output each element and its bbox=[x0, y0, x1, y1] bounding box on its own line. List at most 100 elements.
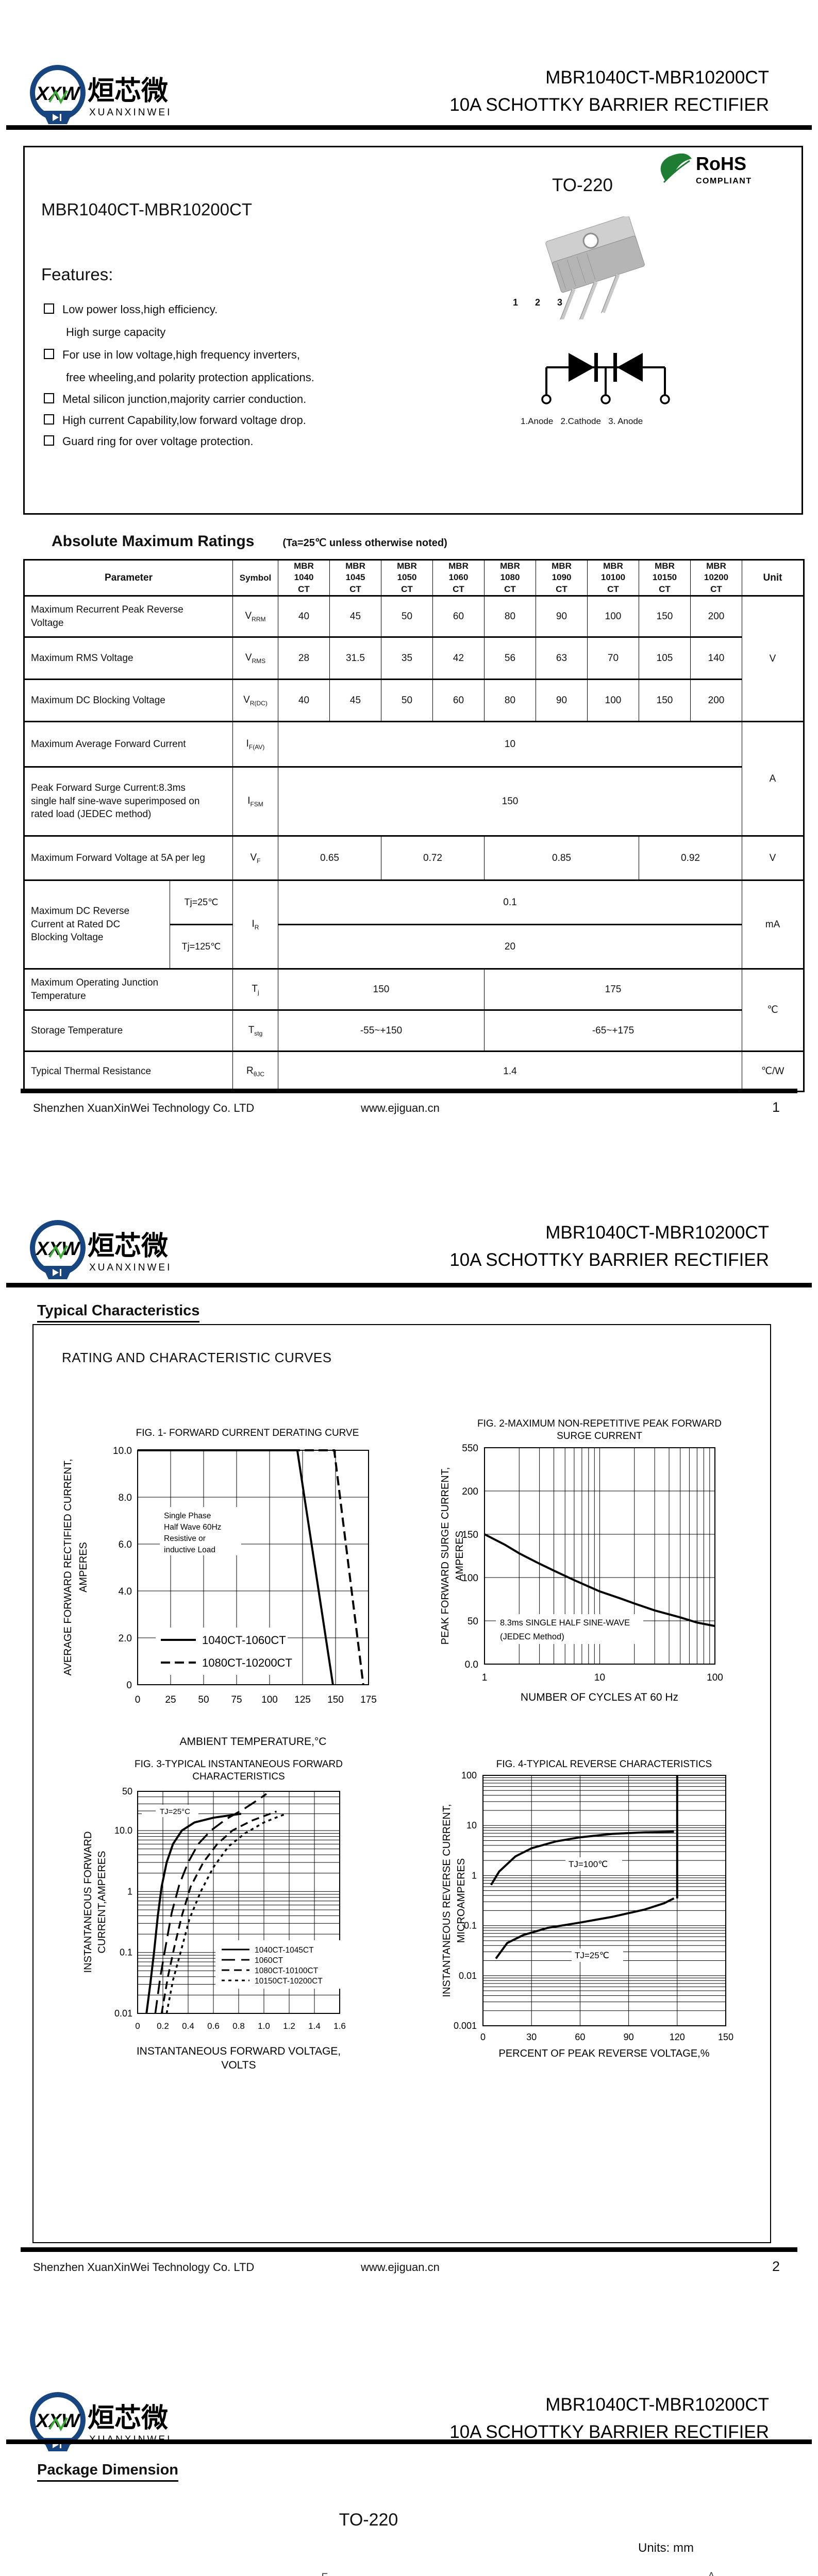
cell-value: 100 bbox=[587, 595, 639, 637]
dual-diode-schematic bbox=[541, 353, 670, 404]
col-header-part: MBR 1080 CT bbox=[484, 559, 536, 596]
cell-symbol: IR bbox=[232, 879, 278, 969]
cell-parameter: Peak Forward Surge Current:8.3ms single … bbox=[24, 766, 233, 836]
fig1-forward-current-derating-chart: 0 25 50 75 100 125 150 175 0 2.0 4.0 6.0 8.0 10.0 FIG.… bbox=[62, 1428, 377, 1748]
chart-text: 175 bbox=[360, 1694, 377, 1705]
feature-text: High current Capability,low forward volt… bbox=[62, 414, 306, 427]
footer-rule-page1 bbox=[21, 1089, 797, 1093]
chart-curve bbox=[490, 1831, 674, 1886]
cell-unit: A bbox=[742, 721, 804, 836]
chart-text: 1080CT-10200CT bbox=[202, 1656, 292, 1669]
cell-value: 0.1 bbox=[278, 879, 742, 925]
chart-text: 0 bbox=[480, 2032, 486, 2042]
checkbox-icon bbox=[44, 435, 54, 446]
chart-text: 100 bbox=[461, 1770, 477, 1781]
chart-text: 1 bbox=[127, 1886, 132, 1896]
doc-title-part-range: MBR1040CT-MBR10200CT bbox=[545, 2395, 769, 2415]
chart-text: 100 bbox=[261, 1694, 278, 1705]
ratings-title: Absolute Maximum Ratings bbox=[52, 533, 255, 550]
cell-unit: V bbox=[742, 595, 804, 722]
product-part-range: MBR1040CT-MBR10200CT bbox=[41, 200, 252, 219]
chart-text: 1.4 bbox=[308, 2021, 321, 2031]
cell-symbol: Tstg bbox=[232, 1009, 278, 1052]
cell-value: 100 bbox=[587, 679, 639, 722]
page-number: 1 bbox=[772, 1099, 780, 1115]
chart-text: 0 bbox=[135, 1694, 141, 1705]
cell-value: 50 bbox=[381, 679, 433, 722]
chart-text: TJ=25°C bbox=[160, 1807, 190, 1816]
diode-2-cathode-bar bbox=[613, 353, 617, 382]
chart-text: 4.0 bbox=[119, 1586, 132, 1597]
cell-value: 90 bbox=[536, 679, 588, 722]
chart-text: TJ=100℃ bbox=[569, 1859, 608, 1869]
cell-value: 105 bbox=[639, 636, 691, 680]
doc-title-description: 10A SCHOTTKY BARRIER RECTIFIER bbox=[449, 95, 769, 115]
cell-parameter: Maximum Average Forward Current bbox=[24, 721, 233, 767]
diode-1-cathode-bar bbox=[594, 353, 598, 382]
col-header-part: MBR 10150 CT bbox=[639, 559, 691, 596]
features-heading: Features: bbox=[41, 265, 113, 284]
cell-condition: Tj=25℃ bbox=[170, 879, 233, 925]
chart-text: Single Phase bbox=[164, 1512, 211, 1520]
cell-value: 35 bbox=[381, 636, 433, 680]
cell-value: 150 bbox=[639, 595, 691, 637]
checkbox-icon bbox=[44, 303, 54, 314]
chart-axis-title: AMPERES bbox=[78, 1542, 89, 1592]
feature-item: Guard ring for over voltage protection. bbox=[44, 435, 254, 448]
cell-value: -55~+150 bbox=[278, 1009, 485, 1052]
terminal-2 bbox=[600, 394, 611, 404]
chart-text: 0.1 bbox=[464, 1921, 477, 1931]
cell-value: 150 bbox=[278, 766, 742, 836]
footer-rule-page2 bbox=[21, 2247, 797, 2252]
cell-parameter: Maximum DC Reverse Current at Rated DC B… bbox=[24, 879, 170, 969]
doc-title-description: 10A SCHOTTKY BARRIER RECTIFIER bbox=[449, 2422, 769, 2442]
diode-2-triangle bbox=[617, 353, 643, 382]
footer-website: www.ejiguan.cn bbox=[361, 1101, 440, 1114]
rohs-compliant-badge: RoHS COMPLIANT bbox=[660, 153, 751, 185]
logo-chinese-name: 烜芯微 bbox=[88, 2403, 168, 2433]
cell-unit: ℃ bbox=[742, 968, 804, 1052]
cell-symbol: VRMS bbox=[232, 636, 278, 680]
feature-text: Guard ring for over voltage protection. bbox=[62, 435, 254, 448]
chart-text: 25 bbox=[165, 1694, 176, 1705]
cell-value: 80 bbox=[484, 595, 536, 637]
chart-axis-title: CURRENT,AMPERES bbox=[96, 1851, 108, 1954]
col-header-symbol: Symbol bbox=[232, 559, 278, 596]
cell-value: 90 bbox=[536, 595, 588, 637]
pin-numbers-label: 1 2 3 bbox=[513, 297, 570, 308]
chart-text: 0 bbox=[126, 1680, 132, 1691]
chart-text: 1 bbox=[482, 1672, 488, 1683]
logo-accent-zigzag bbox=[48, 1244, 68, 1260]
page-header: XXW 烜芯微 XUANXINWEI MBR1040CT-MBR10200CT … bbox=[0, 2388, 818, 2463]
dimension-label-A: A bbox=[708, 2571, 715, 2576]
cell-parameter: Maximum DC Blocking Voltage bbox=[24, 679, 233, 722]
doc-title-part-range: MBR1040CT-MBR10200CT bbox=[545, 1223, 769, 1243]
chart-text: 10.0 bbox=[113, 1446, 132, 1456]
logo-english-name: XUANXINWEI bbox=[89, 1262, 172, 1273]
absolute-maximum-ratings-heading: Absolute Maximum Ratings (Ta=25℃ unless … bbox=[52, 533, 447, 550]
dimension-label-E: E bbox=[322, 2572, 328, 2576]
cell-value: 0.72 bbox=[381, 835, 485, 880]
cell-value: 70 bbox=[587, 636, 639, 680]
footer-slot-page1: Shenzhen XuanXinWei Technology Co. LTD w… bbox=[0, 1097, 818, 1123]
diode-1-triangle bbox=[569, 353, 594, 382]
cell-unit: mA bbox=[742, 879, 804, 969]
rohs-label: RoHS bbox=[696, 153, 746, 174]
fig4-typical-reverse-characteristics-chart: 0 30 60 90 120 150 0.001 0.01 0.1 1 10 100 FIG. 4-TY… bbox=[441, 1759, 733, 2059]
feature-item: Low power loss,high efficiency. bbox=[44, 303, 218, 316]
cell-value: 0.65 bbox=[278, 835, 381, 880]
chart-text: 150 bbox=[462, 1530, 478, 1540]
document-titles: MBR1040CT-MBR10200CT 10A SCHOTTKY BARRIE… bbox=[449, 2391, 769, 2446]
feature-item: High current Capability,low forward volt… bbox=[44, 414, 306, 427]
chart-curve bbox=[484, 1533, 715, 1628]
cell-parameter: Storage Temperature bbox=[24, 1009, 233, 1052]
cell-value: 45 bbox=[329, 679, 381, 722]
chart-text: VOLTS bbox=[221, 2059, 256, 2071]
feature-item: Metal silicon junction,majority carrier … bbox=[44, 393, 306, 406]
cell-value: 20 bbox=[278, 924, 742, 969]
chart-text: inductive Load bbox=[164, 1546, 215, 1554]
doc-title-description: 10A SCHOTTKY BARRIER RECTIFIER bbox=[449, 1250, 769, 1270]
package-name-label-page3: TO-220 bbox=[339, 2510, 398, 2530]
cell-parameter: Typical Thermal Resistance bbox=[24, 1050, 233, 1092]
cell-symbol: VR(DC) bbox=[232, 679, 278, 722]
